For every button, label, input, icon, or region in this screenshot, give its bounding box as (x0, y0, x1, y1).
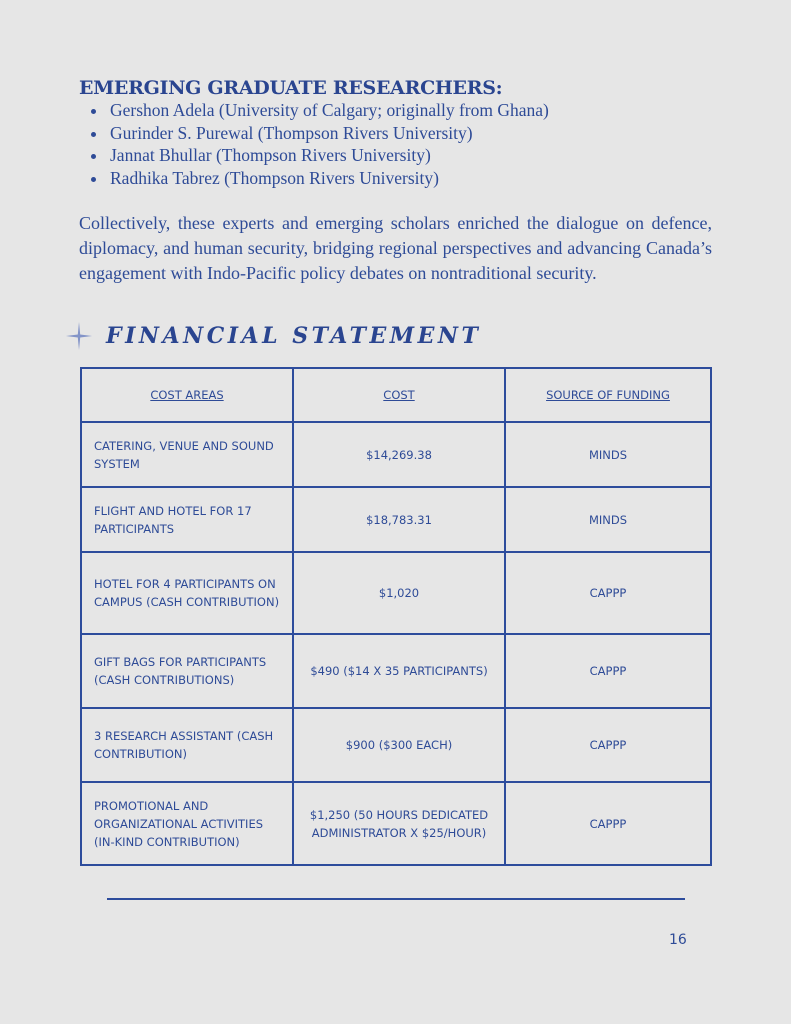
researchers-heading: EMERGING GRADUATE RESEARCHERS: (79, 77, 503, 99)
list-item: Gurinder S. Purewal (Thompson Rivers Uni… (108, 122, 549, 145)
researchers-list: Gershon Adela (University of Calgary; or… (86, 99, 549, 189)
column-header: SOURCE OF FUNDING (504, 367, 712, 423)
cost-area-cell: CATERING, VENUE AND SOUND SYSTEM (80, 421, 294, 488)
list-item: Jannat Bhullar (Thompson Rivers Universi… (108, 144, 549, 167)
funding-source-cell: CAPPP (504, 551, 712, 635)
cost-cell: $490 ($14 X 35 PARTICIPANTS) (292, 633, 506, 709)
column-header: COST (292, 367, 506, 423)
table-row: HOTEL FOR 4 PARTICIPANTS ON CAMPUS (CASH… (80, 551, 712, 635)
summary-paragraph: Collectively, these experts and emerging… (79, 213, 712, 283)
cost-cell: $900 ($300 EACH) (292, 707, 506, 783)
cost-area-cell: 3 RESEARCH ASSISTANT (CASH CONTRIBUTION) (80, 707, 294, 783)
footer-divider (107, 898, 685, 900)
page-number: 16 (669, 932, 687, 948)
table-row: FLIGHT AND HOTEL FOR 17 PARTICIPANTS $18… (80, 486, 712, 553)
cost-area-cell: PROMOTIONAL AND ORGANIZATIONAL ACTIVITIE… (80, 781, 294, 866)
table-row: PROMOTIONAL AND ORGANIZATIONAL ACTIVITIE… (80, 781, 712, 866)
cost-area-cell: FLIGHT AND HOTEL FOR 17 PARTICIPANTS (80, 486, 294, 553)
financial-table: COST AREAS COST SOURCE OF FUNDING CATERI… (80, 367, 712, 866)
funding-source-cell: MINDS (504, 486, 712, 553)
table-row: CATERING, VENUE AND SOUND SYSTEM $14,269… (80, 421, 712, 488)
table-row: GIFT BAGS FOR PARTICIPANTS (CASH CONTRIB… (80, 633, 712, 709)
cost-cell: $14,269.38 (292, 421, 506, 488)
cost-area-cell: HOTEL FOR 4 PARTICIPANTS ON CAMPUS (CASH… (80, 551, 294, 635)
cost-cell: $1,020 (292, 551, 506, 635)
column-header: COST AREAS (80, 367, 294, 423)
funding-source-cell: CAPPP (504, 781, 712, 866)
table-row: 3 RESEARCH ASSISTANT (CASH CONTRIBUTION)… (80, 707, 712, 783)
funding-source-cell: MINDS (504, 421, 712, 488)
funding-source-cell: CAPPP (504, 633, 712, 709)
list-item: Gershon Adela (University of Calgary; or… (108, 99, 549, 122)
sparkle-star-icon (66, 322, 92, 350)
funding-source-cell: CAPPP (504, 707, 712, 783)
table-header-row: COST AREAS COST SOURCE OF FUNDING (80, 367, 712, 423)
cost-cell: $18,783.31 (292, 486, 506, 553)
section-title: FINANCIAL STATEMENT (106, 323, 482, 349)
list-item: Radhika Tabrez (Thompson Rivers Universi… (108, 167, 549, 190)
cost-cell: $1,250 (50 HOURS DEDICATED ADMINISTRATOR… (292, 781, 506, 866)
cost-area-cell: GIFT BAGS FOR PARTICIPANTS (CASH CONTRIB… (80, 633, 294, 709)
